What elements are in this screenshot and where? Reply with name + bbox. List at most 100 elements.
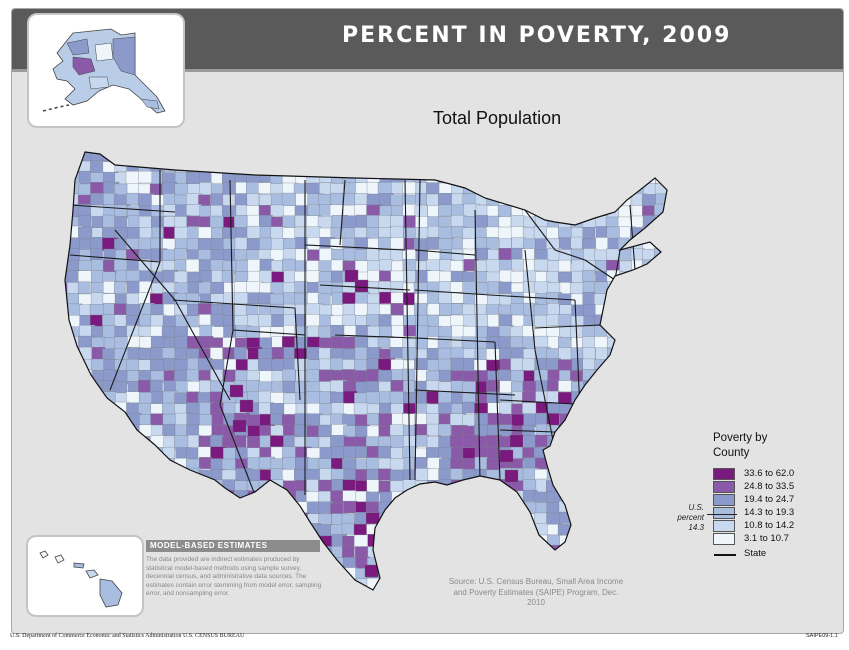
county-patch <box>678 183 690 196</box>
county-patch <box>77 501 94 515</box>
county-patch <box>630 425 646 438</box>
county-patch <box>629 589 646 590</box>
county-patch <box>703 327 715 338</box>
county-patch <box>114 425 129 440</box>
county-patch <box>102 469 116 482</box>
county-patch <box>654 478 667 492</box>
county-patch <box>678 270 693 283</box>
county-patch <box>655 348 667 362</box>
county-patch <box>690 591 703 600</box>
county-patch <box>569 545 585 559</box>
county-patch <box>138 281 152 293</box>
county-patch <box>198 152 213 163</box>
county-patch <box>558 424 573 437</box>
county-patch <box>631 368 645 383</box>
county-patch <box>151 490 168 505</box>
county-patch <box>102 480 118 493</box>
county-patch <box>691 326 706 337</box>
county-patch <box>439 369 453 382</box>
county-patch <box>630 403 647 418</box>
county-patch <box>619 424 633 439</box>
county-patch <box>570 424 587 437</box>
county-patch <box>631 379 648 393</box>
county-patch <box>691 173 705 187</box>
county-patch <box>126 391 140 404</box>
county-patch <box>643 436 656 448</box>
county-patch <box>137 502 152 517</box>
state-line-symbol <box>714 554 736 556</box>
county-patch <box>162 523 175 536</box>
county-patch <box>630 513 646 526</box>
county-patch <box>630 479 648 492</box>
county-patch <box>186 172 202 184</box>
county-patch <box>401 347 417 360</box>
county-patch <box>390 237 404 250</box>
county-patch <box>438 490 453 504</box>
county-patch <box>356 590 369 600</box>
county-patch <box>618 381 635 393</box>
county-patch <box>319 204 332 216</box>
county-patch <box>607 467 622 480</box>
legend-title: Poverty by County <box>713 431 767 461</box>
county-patch <box>582 446 598 461</box>
county-patch <box>403 435 418 448</box>
county-patch <box>378 524 391 539</box>
county-patch <box>138 379 153 393</box>
county-patch <box>114 446 130 458</box>
county-patch <box>330 152 347 163</box>
county-patch <box>654 557 667 572</box>
hawaii-inset <box>26 535 144 617</box>
county-patch <box>691 182 706 194</box>
county-patch <box>462 535 475 548</box>
county-patch <box>498 545 513 560</box>
county-patch <box>138 152 152 164</box>
county-patch <box>547 556 562 570</box>
county-patch <box>667 402 682 416</box>
county-patch <box>545 152 559 163</box>
county-patch <box>631 413 647 426</box>
county-patch <box>643 402 659 416</box>
county-patch <box>438 238 454 250</box>
county-patch <box>558 259 571 272</box>
county-patch <box>222 524 236 538</box>
county-patch <box>403 578 419 590</box>
county-patch <box>235 259 249 273</box>
county-patch <box>234 315 249 328</box>
county-patch <box>533 304 549 316</box>
county-patch <box>474 152 490 165</box>
county-patch <box>631 457 648 471</box>
county-patch <box>665 314 667 329</box>
county-patch <box>307 160 323 174</box>
county-patch <box>65 403 71 418</box>
county-patch <box>415 523 430 537</box>
county-patch <box>666 468 667 483</box>
county-patch <box>473 480 487 495</box>
county-patch <box>618 501 633 515</box>
county-patch <box>414 303 428 317</box>
county-patch <box>511 171 525 185</box>
county-patch <box>595 181 612 195</box>
county-patch <box>595 502 609 516</box>
county-patch <box>305 314 320 328</box>
county-patch <box>150 359 164 372</box>
county-patch <box>163 380 177 393</box>
county-patch <box>702 292 714 305</box>
county-patch <box>703 270 715 283</box>
county-patch <box>210 281 224 296</box>
county-patch <box>607 281 624 296</box>
county-patch <box>65 172 72 186</box>
county-patch <box>283 292 296 304</box>
legend-item: 24.8 to 33.5 <box>713 481 833 494</box>
county-patch <box>704 227 715 240</box>
county-patch <box>78 446 93 459</box>
county-patch <box>295 152 309 163</box>
county-patch <box>583 248 597 261</box>
county-patch <box>66 414 82 427</box>
county-patch <box>642 458 658 473</box>
county-patch <box>642 480 659 495</box>
county-patch <box>474 456 488 470</box>
county-patch <box>197 501 213 514</box>
county-patch <box>680 172 692 184</box>
county-patch <box>498 281 512 294</box>
county-patch <box>115 458 131 473</box>
